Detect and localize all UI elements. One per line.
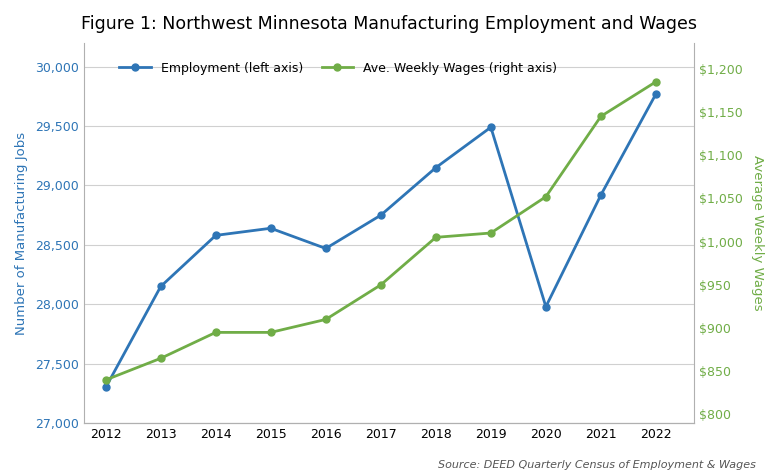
Employment (left axis) [101,385,111,390]
Y-axis label: Number of Manufacturing Jobs: Number of Manufacturing Jobs [15,132,28,334]
Text: Source: DEED Quarterly Census of Employment & Wages: Source: DEED Quarterly Census of Employm… [438,460,756,470]
Employment (left axis) [156,284,165,289]
Y-axis label: Average Weekly Wages: Average Weekly Wages [751,155,764,311]
Employment (left axis) [596,192,605,198]
Legend: Employment (left axis), Ave. Weekly Wages (right axis): Employment (left axis), Ave. Weekly Wage… [115,57,562,80]
Employment (left axis) [321,246,330,251]
Employment (left axis) [431,165,440,171]
Employment (left axis) [541,304,551,310]
Ave. Weekly Wages (right axis) [486,230,495,236]
Ave. Weekly Wages (right axis) [651,79,661,85]
Ave. Weekly Wages (right axis) [211,330,220,335]
Employment (left axis) [266,226,276,231]
Line: Employment (left axis): Employment (left axis) [102,91,659,391]
Employment (left axis) [376,212,386,218]
Ave. Weekly Wages (right axis) [101,377,111,383]
Ave. Weekly Wages (right axis) [431,235,440,240]
Line: Ave. Weekly Wages (right axis): Ave. Weekly Wages (right axis) [102,78,659,383]
Employment (left axis) [486,124,495,130]
Ave. Weekly Wages (right axis) [596,114,605,119]
Ave. Weekly Wages (right axis) [156,355,165,361]
Ave. Weekly Wages (right axis) [541,194,551,200]
Ave. Weekly Wages (right axis) [376,282,386,288]
Employment (left axis) [211,233,220,238]
Title: Figure 1: Northwest Minnesota Manufacturing Employment and Wages: Figure 1: Northwest Minnesota Manufactur… [81,15,697,33]
Ave. Weekly Wages (right axis) [321,316,330,322]
Employment (left axis) [651,91,661,97]
Ave. Weekly Wages (right axis) [266,330,276,335]
